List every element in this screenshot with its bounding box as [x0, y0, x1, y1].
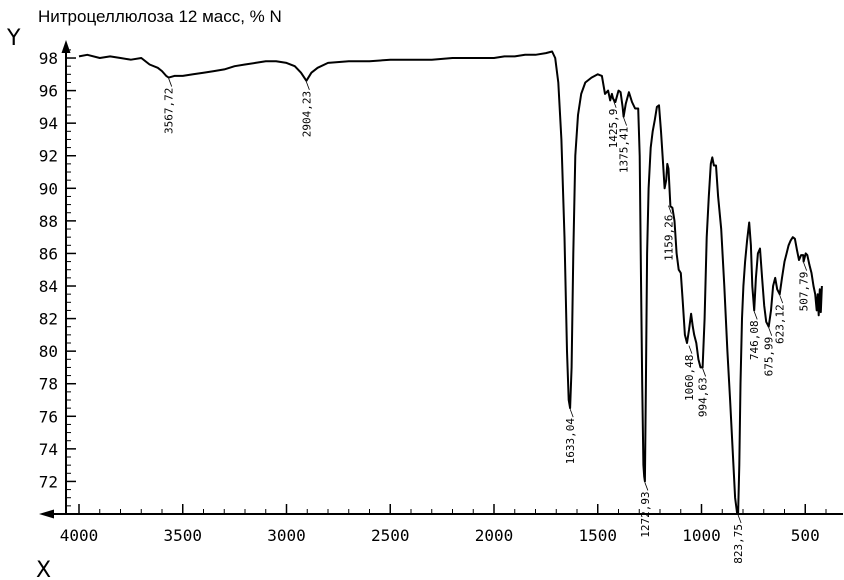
x-minor-ticks	[99, 509, 827, 514]
series-group	[78, 50, 823, 515]
annotation-leader	[768, 327, 773, 336]
annotation-label: 823,75	[732, 524, 745, 564]
spectrum-line	[78, 50, 823, 515]
annotation-leader	[688, 345, 693, 354]
y-tick-label: 82	[39, 310, 58, 329]
y-axis-arrow	[61, 40, 71, 53]
annotation-leader	[668, 205, 672, 214]
y-axis-label: Y	[6, 26, 21, 51]
annotation-leader	[644, 482, 649, 491]
y-tick-label: 96	[39, 82, 58, 101]
annotation-leader	[569, 409, 574, 418]
annotation-leader	[168, 78, 173, 87]
annotation-label: 994,63	[697, 377, 710, 417]
x-tick-label: 1000	[682, 526, 721, 545]
annotation-label: 2904,23	[300, 91, 313, 137]
x-ticks: 4000 3500 3000 2500 2000 1500 1000 500	[60, 504, 820, 545]
x-tick-label: 3000	[267, 526, 306, 545]
annotation-leader	[753, 311, 758, 320]
annotation-label: 1272,93	[639, 491, 652, 537]
y-tick-label: 76	[39, 407, 58, 426]
annotation-leader	[623, 117, 627, 126]
y-tick-label: 74	[39, 440, 58, 459]
y-tick-label: 92	[39, 147, 58, 166]
x-tick-label: 500	[791, 526, 820, 545]
x-tick-label: 1500	[578, 526, 617, 545]
y-tick-label: 94	[39, 114, 58, 133]
annotation-label: 1060,48	[683, 355, 696, 401]
x-tick-label: 2000	[475, 526, 514, 545]
y-tick-label: 72	[39, 472, 58, 491]
annotation-label: 623,12	[774, 304, 787, 344]
annotation-label: 746,08	[748, 320, 761, 360]
annotation-leader	[803, 262, 808, 271]
x-tick-label: 2500	[371, 526, 410, 545]
annotation-label: 1159,26	[662, 215, 675, 261]
annotation-leader	[779, 295, 784, 304]
y-tick-label: 80	[39, 342, 58, 361]
annotation-leader	[702, 368, 706, 377]
annotation-label: 1633,04	[564, 418, 577, 465]
annotation-leader	[612, 99, 617, 108]
x-tick-label: 3500	[163, 526, 202, 545]
x-axis-label: X	[36, 558, 51, 580]
annotation-label: 675,99	[763, 337, 776, 377]
chart-title: Нитроцеллюлоза 12 масс, % N	[38, 7, 282, 26]
annotation-label: 1375,41	[618, 127, 631, 173]
annotation-label: 3567,72	[163, 88, 176, 134]
annotation-label: 1425,9	[607, 109, 620, 149]
y-tick-label: 90	[39, 179, 58, 198]
y-tick-label: 98	[39, 49, 58, 68]
y-tick-label: 86	[39, 244, 58, 263]
y-tick-label: 84	[39, 277, 58, 296]
y-tick-label: 88	[39, 212, 58, 231]
annotation-label: 507,79	[798, 272, 811, 312]
x-axis-arrow	[39, 509, 54, 519]
y-ticks: 98 96 94 92 90 88 86 84 82 80 78 76 74 72	[39, 49, 76, 491]
y-tick-label: 78	[39, 375, 58, 394]
y-minor-ticks	[66, 49, 71, 507]
annotation-leader	[305, 81, 310, 90]
annotation-leader	[737, 514, 742, 524]
axes	[39, 40, 843, 519]
x-tick-label: 4000	[60, 526, 99, 545]
